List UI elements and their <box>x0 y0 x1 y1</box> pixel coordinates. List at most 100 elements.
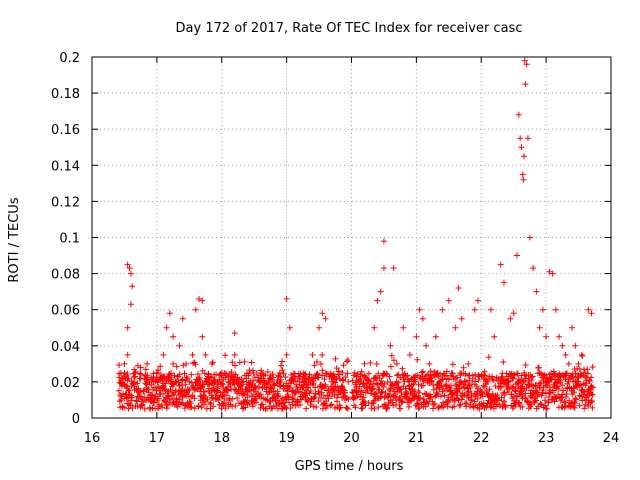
data-point-dense <box>236 359 243 366</box>
data-point-dense <box>344 370 351 377</box>
data-point-dense <box>481 376 488 383</box>
y-tick-label: 0.14 <box>51 159 80 174</box>
data-point-dense <box>155 395 162 402</box>
data-point-dense <box>129 394 136 401</box>
data-point-dense <box>431 400 438 407</box>
data-point <box>520 176 527 183</box>
data-point-dense <box>430 401 437 408</box>
data-point <box>533 288 540 295</box>
data-point-dense <box>443 381 450 388</box>
data-point-dense <box>426 395 433 402</box>
data-point <box>199 297 206 304</box>
data-point <box>497 261 504 268</box>
data-point-dense <box>295 388 302 395</box>
data-point <box>127 301 134 308</box>
data-point <box>543 333 550 340</box>
data-point <box>147 396 154 403</box>
data-point-dense <box>367 390 374 397</box>
data-point-dense <box>501 389 508 396</box>
data-point <box>487 306 494 313</box>
data-point-dense <box>377 393 384 400</box>
y-tick-label: 0.16 <box>51 123 80 138</box>
data-point-dense <box>397 374 404 381</box>
data-point-dense <box>222 352 229 359</box>
data-point-dense <box>337 404 344 411</box>
y-tick-label: 0.12 <box>51 195 80 210</box>
data-point-dense <box>550 368 557 375</box>
data-point-dense <box>201 401 208 408</box>
data-point-dense <box>210 385 217 392</box>
data-point-dense <box>127 401 134 408</box>
x-axis-label: GPS time / hours <box>295 459 404 474</box>
data-point-dense <box>454 374 461 381</box>
data-point-dense <box>545 399 552 406</box>
data-point <box>129 283 136 290</box>
data-point-dense <box>257 391 264 398</box>
data-point-dense <box>589 364 596 371</box>
y-tick-label: 0 <box>72 412 80 427</box>
data-point-dense <box>365 370 372 377</box>
data-point <box>518 144 525 151</box>
data-point-dense <box>312 384 319 391</box>
data-point <box>192 306 199 313</box>
data-point <box>491 333 498 340</box>
data-point-dense <box>250 377 257 384</box>
data-point <box>521 57 528 64</box>
data-point-dense <box>217 370 224 377</box>
data-point-dense <box>290 396 297 403</box>
data-point-dense <box>209 359 216 366</box>
data-point-dense <box>280 370 287 377</box>
data-point <box>524 135 531 142</box>
data-point-dense <box>451 403 458 410</box>
data-point-dense <box>412 378 419 385</box>
data-point-dense <box>141 405 148 412</box>
data-point-dense <box>537 370 544 377</box>
data-point-dense <box>181 405 188 412</box>
data-point <box>507 315 514 322</box>
data-point-dense <box>179 376 186 383</box>
data-point-dense <box>285 394 292 401</box>
data-point <box>432 333 439 340</box>
data-point-dense <box>395 379 402 386</box>
data-point-dense <box>368 386 375 393</box>
data-point-dense <box>282 373 289 380</box>
data-point-dense <box>398 390 405 397</box>
data-point-dense <box>144 372 151 379</box>
data-point <box>290 387 297 394</box>
data-point-dense <box>393 378 400 385</box>
data-point-dense <box>192 361 199 368</box>
data-point-dense <box>176 371 183 378</box>
data-point <box>303 396 310 403</box>
data-point <box>475 297 482 304</box>
data-point <box>140 387 147 394</box>
data-point <box>342 396 349 403</box>
data-point <box>377 288 384 295</box>
data-point-dense <box>541 397 548 404</box>
data-point-dense <box>289 401 296 408</box>
data-point-dense <box>345 396 352 403</box>
data-point-dense <box>232 402 239 409</box>
data-point <box>121 369 128 376</box>
data-point-dense <box>364 376 371 383</box>
data-point-dense <box>589 398 596 405</box>
data-point <box>455 285 462 292</box>
data-point-dense <box>498 394 505 401</box>
data-point-dense <box>440 401 447 408</box>
data-point-dense <box>553 395 560 402</box>
data-point-dense <box>466 377 473 384</box>
data-point-dense <box>529 373 536 380</box>
data-point <box>244 387 251 394</box>
x-tick-label: 18 <box>213 431 230 446</box>
data-point-dense <box>195 385 202 392</box>
data-point-dense <box>369 385 376 392</box>
data-point-dense <box>419 368 426 375</box>
data-point-dense <box>209 394 216 401</box>
data-point <box>380 265 387 272</box>
data-point-dense <box>293 381 300 388</box>
data-point-dense <box>371 405 378 412</box>
data-point-dense <box>559 391 566 398</box>
data-point <box>277 378 284 385</box>
data-point-dense <box>496 397 503 404</box>
data-point-dense <box>376 374 383 381</box>
data-point-dense <box>415 389 422 396</box>
